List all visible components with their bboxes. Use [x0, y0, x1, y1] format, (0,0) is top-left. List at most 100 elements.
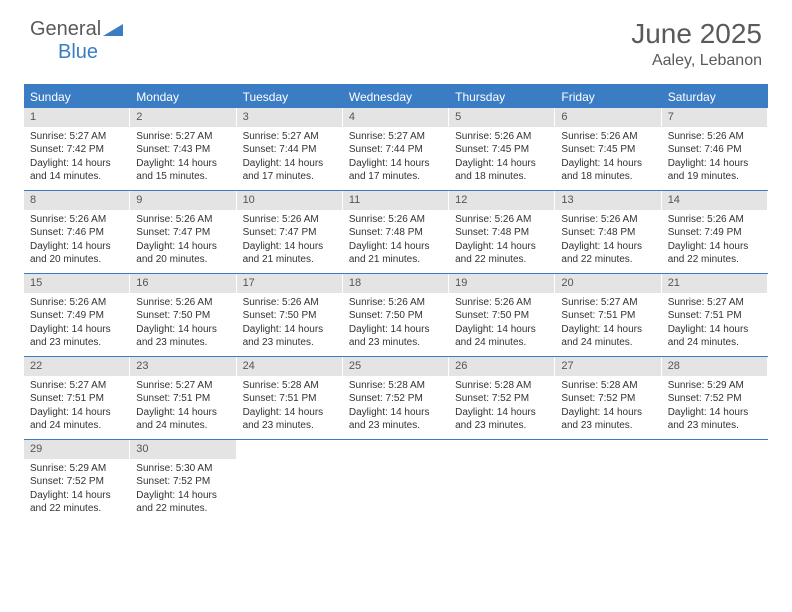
sunset-text: Sunset: 7:52 PM: [668, 392, 761, 406]
day-body: Sunrise: 5:29 AMSunset: 7:52 PMDaylight:…: [24, 459, 129, 522]
day-body: Sunrise: 5:26 AMSunset: 7:46 PMDaylight:…: [24, 210, 129, 273]
sunrise-text: Sunrise: 5:26 AM: [668, 130, 761, 144]
day-cell: 24Sunrise: 5:28 AMSunset: 7:51 PMDayligh…: [237, 357, 343, 439]
day-cell: 20Sunrise: 5:27 AMSunset: 7:51 PMDayligh…: [555, 274, 661, 356]
daylight-text: Daylight: 14 hours and 23 minutes.: [243, 406, 336, 433]
day-cell: 4Sunrise: 5:27 AMSunset: 7:44 PMDaylight…: [343, 108, 449, 190]
sunrise-text: Sunrise: 5:27 AM: [668, 296, 761, 310]
day-number: 28: [662, 357, 767, 376]
day-cell: 2Sunrise: 5:27 AMSunset: 7:43 PMDaylight…: [130, 108, 236, 190]
day-number: 13: [555, 191, 660, 210]
sunrise-text: Sunrise: 5:27 AM: [30, 379, 123, 393]
sunrise-text: Sunrise: 5:27 AM: [243, 130, 336, 144]
sunrise-text: Sunrise: 5:26 AM: [561, 130, 654, 144]
daylight-text: Daylight: 14 hours and 23 minutes.: [349, 323, 442, 350]
day-cell: 14Sunrise: 5:26 AMSunset: 7:49 PMDayligh…: [662, 191, 768, 273]
day-body: Sunrise: 5:26 AMSunset: 7:50 PMDaylight:…: [449, 293, 554, 356]
sunset-text: Sunset: 7:51 PM: [668, 309, 761, 323]
day-cell: 17Sunrise: 5:26 AMSunset: 7:50 PMDayligh…: [237, 274, 343, 356]
daylight-text: Daylight: 14 hours and 24 minutes.: [455, 323, 548, 350]
sunset-text: Sunset: 7:51 PM: [243, 392, 336, 406]
day-cell: 1Sunrise: 5:27 AMSunset: 7:42 PMDaylight…: [24, 108, 130, 190]
day-cell: 30Sunrise: 5:30 AMSunset: 7:52 PMDayligh…: [130, 440, 236, 522]
day-body: Sunrise: 5:26 AMSunset: 7:47 PMDaylight:…: [237, 210, 342, 273]
day-number: 16: [130, 274, 235, 293]
day-number: 9: [130, 191, 235, 210]
day-cell: 23Sunrise: 5:27 AMSunset: 7:51 PMDayligh…: [130, 357, 236, 439]
day-number: 20: [555, 274, 660, 293]
sunrise-text: Sunrise: 5:27 AM: [136, 130, 229, 144]
day-cell: 26 Sunrise: 5:28 AMSunset: 7:52 PMDayligh…: [449, 357, 555, 439]
weekday-header: Tuesday: [237, 86, 343, 108]
day-body: Sunrise: 5:26 AMSunset: 7:50 PMDaylight:…: [237, 293, 342, 356]
day-cell: 7Sunrise: 5:26 AMSunset: 7:46 PMDaylight…: [662, 108, 768, 190]
day-number: 19: [449, 274, 554, 293]
sunrise-text: Sunrise: 5:28 AM: [561, 379, 654, 393]
day-number: 17: [237, 274, 342, 293]
daylight-text: Daylight: 14 hours and 24 minutes.: [136, 406, 229, 433]
day-body: Sunrise: 5:26 AMSunset: 7:45 PMDaylight:…: [449, 127, 554, 190]
logo-text-general: General: [30, 18, 101, 41]
sunrise-text: Sunrise: 5:26 AM: [455, 213, 548, 227]
sunset-text: Sunset: 7:47 PM: [243, 226, 336, 240]
location-label: Aaley, Lebanon: [631, 52, 762, 70]
day-number: 29: [24, 440, 129, 459]
day-number: 23: [130, 357, 235, 376]
daylight-text: Daylight: 14 hours and 18 minutes.: [455, 157, 548, 184]
day-cell: 11Sunrise: 5:26 AMSunset: 7:48 PMDayligh…: [343, 191, 449, 273]
daylight-text: Daylight: 14 hours and 20 minutes.: [30, 240, 123, 267]
day-cell: 22Sunrise: 5:27 AMSunset: 7:51 PMDayligh…: [24, 357, 130, 439]
daylight-text: Daylight: 14 hours and 17 minutes.: [349, 157, 442, 184]
day-body: Sunrise: 5:27 AMSunset: 7:44 PMDaylight:…: [343, 127, 448, 190]
day-cell: [237, 440, 343, 522]
day-number: 8: [24, 191, 129, 210]
sunset-text: Sunset: 7:47 PM: [136, 226, 229, 240]
day-number: 15: [24, 274, 129, 293]
day-number: 5: [449, 108, 554, 127]
daylight-text: Daylight: 14 hours and 23 minutes.: [668, 406, 761, 433]
day-cell: 5Sunrise: 5:26 AMSunset: 7:45 PMDaylight…: [449, 108, 555, 190]
day-number: 26: [449, 357, 554, 376]
day-body: Sunrise: 5:27 AMSunset: 7:44 PMDaylight:…: [237, 127, 342, 190]
sunrise-text: Sunrise: 5:26 AM: [349, 296, 442, 310]
daylight-text: Daylight: 14 hours and 23 minutes.: [455, 406, 548, 433]
sunset-text: Sunset: 7:45 PM: [561, 143, 654, 157]
sunset-text: Sunset: 7:48 PM: [455, 226, 548, 240]
sunset-text: Sunset: 7:52 PM: [136, 475, 229, 489]
sunrise-text: Sunrise: 5:27 AM: [349, 130, 442, 144]
day-cell: 10Sunrise: 5:26 AMSunset: 7:47 PMDayligh…: [237, 191, 343, 273]
day-body: Sunrise: 5:27 AMSunset: 7:51 PMDaylight:…: [130, 376, 235, 439]
sunrise-text: Sunrise: 5:28 AM: [349, 379, 442, 393]
calendar: SundayMondayTuesdayWednesdayThursdayFrid…: [24, 84, 768, 522]
week-row: 29Sunrise: 5:29 AMSunset: 7:52 PMDayligh…: [24, 440, 768, 522]
day-number: 14: [662, 191, 767, 210]
sunrise-text: Sunrise: 5:27 AM: [561, 296, 654, 310]
day-body: Sunrise: 5:27 AMSunset: 7:51 PMDaylight:…: [555, 293, 660, 356]
day-cell: 21Sunrise: 5:27 AMSunset: 7:51 PMDayligh…: [662, 274, 768, 356]
daylight-text: Daylight: 14 hours and 22 minutes.: [30, 489, 123, 516]
sunset-text: Sunset: 7:44 PM: [243, 143, 336, 157]
sunrise-text: Sunrise: 5:26 AM: [136, 296, 229, 310]
day-body: Sunrise: 5:26 AMSunset: 7:47 PMDaylight:…: [130, 210, 235, 273]
sunset-text: Sunset: 7:52 PM: [455, 392, 548, 406]
day-body: Sunrise: 5:26 AMSunset: 7:45 PMDaylight:…: [555, 127, 660, 190]
day-body: Sunrise: 5:26 AMSunset: 7:50 PMDaylight:…: [343, 293, 448, 356]
day-cell: 19Sunrise: 5:26 AMSunset: 7:50 PMDayligh…: [449, 274, 555, 356]
day-body: Sunrise: 5:26 AMSunset: 7:49 PMDaylight:…: [662, 210, 767, 273]
day-body: Sunrise: 5:27 AMSunset: 7:51 PMDaylight:…: [662, 293, 767, 356]
daylight-text: Daylight: 14 hours and 21 minutes.: [349, 240, 442, 267]
day-cell: 12Sunrise: 5:26 AMSunset: 7:48 PMDayligh…: [449, 191, 555, 273]
sunset-text: Sunset: 7:48 PM: [349, 226, 442, 240]
day-number: 1: [24, 108, 129, 127]
sunrise-text: Sunrise: 5:27 AM: [136, 379, 229, 393]
sunrise-text: Sunrise: 5:26 AM: [561, 213, 654, 227]
day-body: Sunrise: 5:28 AMSunset: 7:52 PMDaylight:…: [343, 376, 448, 439]
sunrise-text: Sunrise: 5:28 AM: [455, 379, 548, 393]
title-block: June 2025 Aaley, Lebanon: [631, 18, 762, 70]
day-body: Sunrise: 5:26 AMSunset: 7:48 PMDaylight:…: [555, 210, 660, 273]
day-body: Sunrise: 5:28 AMSunset: 7:52 PMDaylight:…: [555, 376, 660, 439]
daylight-text: Daylight: 14 hours and 18 minutes.: [561, 157, 654, 184]
sunrise-text: Sunrise: 5:26 AM: [349, 213, 442, 227]
daylight-text: Daylight: 14 hours and 14 minutes.: [30, 157, 123, 184]
sunset-text: Sunset: 7:45 PM: [455, 143, 548, 157]
